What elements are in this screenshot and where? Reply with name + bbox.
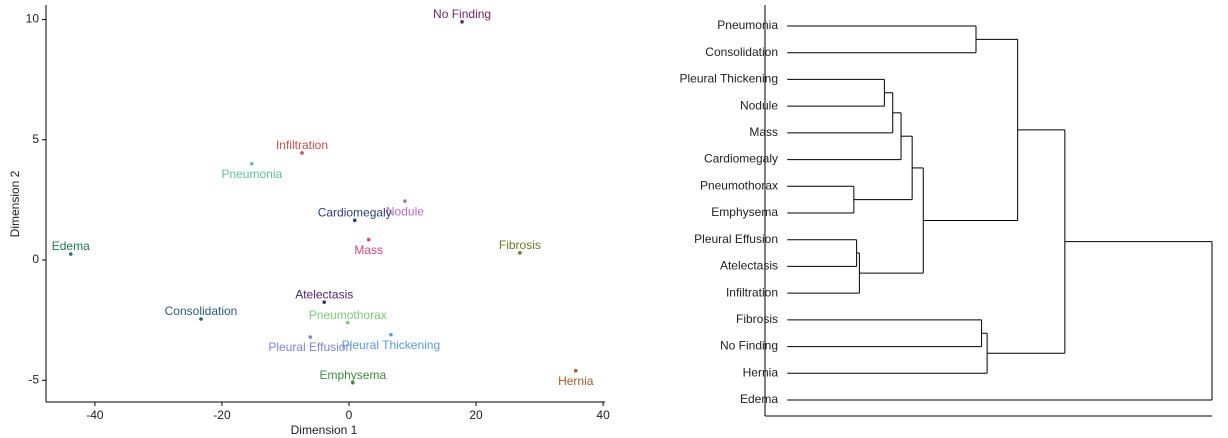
point-label: Pneumothorax [309, 308, 387, 322]
point-label: Nodule [386, 204, 424, 218]
point [322, 300, 327, 304]
point-label: Consolidation [165, 304, 238, 318]
point [518, 251, 522, 255]
point-label: Infiltration [276, 138, 328, 152]
x-axis-title: Dimension 1 [291, 423, 358, 437]
leaf-label: Emphysema [711, 205, 778, 219]
point [351, 380, 355, 385]
leaf-label: Edema [740, 392, 778, 406]
point-label: Edema [52, 239, 90, 253]
y-axis-title: Dimension 2 [8, 170, 22, 237]
leaf-label: Nodule [740, 98, 778, 112]
leaf-label: Pleural Effusion [694, 232, 778, 246]
point-label: Hernia [558, 374, 594, 388]
point-label: Emphysema [319, 368, 386, 382]
x-tick-label: -40 [86, 408, 104, 422]
point-label: Fibrosis [499, 238, 541, 252]
y-tick-label: -5 [28, 373, 39, 387]
point [366, 237, 371, 242]
point-label: Pleural Thickening [342, 338, 441, 352]
leaf-label: Pneumothorax [700, 178, 778, 192]
leaf-label: Pleural Thickening [679, 72, 778, 86]
point-label: Cardiomegaly [318, 206, 392, 220]
point [68, 252, 73, 256]
point-label: Atelectasis [295, 287, 353, 301]
point [352, 218, 357, 223]
leaf-label: Cardiomegaly [704, 152, 778, 166]
point [250, 162, 254, 166]
x-tick-label: 20 [469, 408, 483, 422]
leaf-label: Hernia [743, 365, 779, 379]
point [389, 332, 393, 337]
leaf-label: No Finding [720, 339, 778, 353]
point-label: Pneumonia [221, 167, 282, 181]
point [308, 335, 313, 339]
y-tick-label: 10 [26, 12, 40, 26]
leaf-label: Mass [749, 125, 778, 139]
leaf-label: Atelectasis [720, 259, 778, 273]
x-tick-label: -20 [213, 408, 231, 422]
y-tick-label: 5 [32, 132, 39, 146]
x-tick-label: 40 [596, 408, 610, 422]
y-tick-label: 0 [32, 252, 39, 266]
point [345, 320, 350, 325]
leaf-label: Consolidation [705, 45, 778, 59]
point [460, 20, 464, 24]
point [573, 368, 578, 373]
point-label: Mass [354, 243, 383, 257]
point-label: No Finding [433, 7, 491, 21]
x-tick-label: 0 [346, 408, 353, 422]
leaf-label: Fibrosis [736, 312, 778, 326]
point-label: Pleural Effusion [268, 340, 352, 354]
leaf-label: Pneumonia [717, 18, 778, 32]
point [300, 151, 304, 155]
leaf-label: Infiltration [726, 285, 778, 299]
point [199, 317, 203, 321]
point [403, 199, 407, 203]
